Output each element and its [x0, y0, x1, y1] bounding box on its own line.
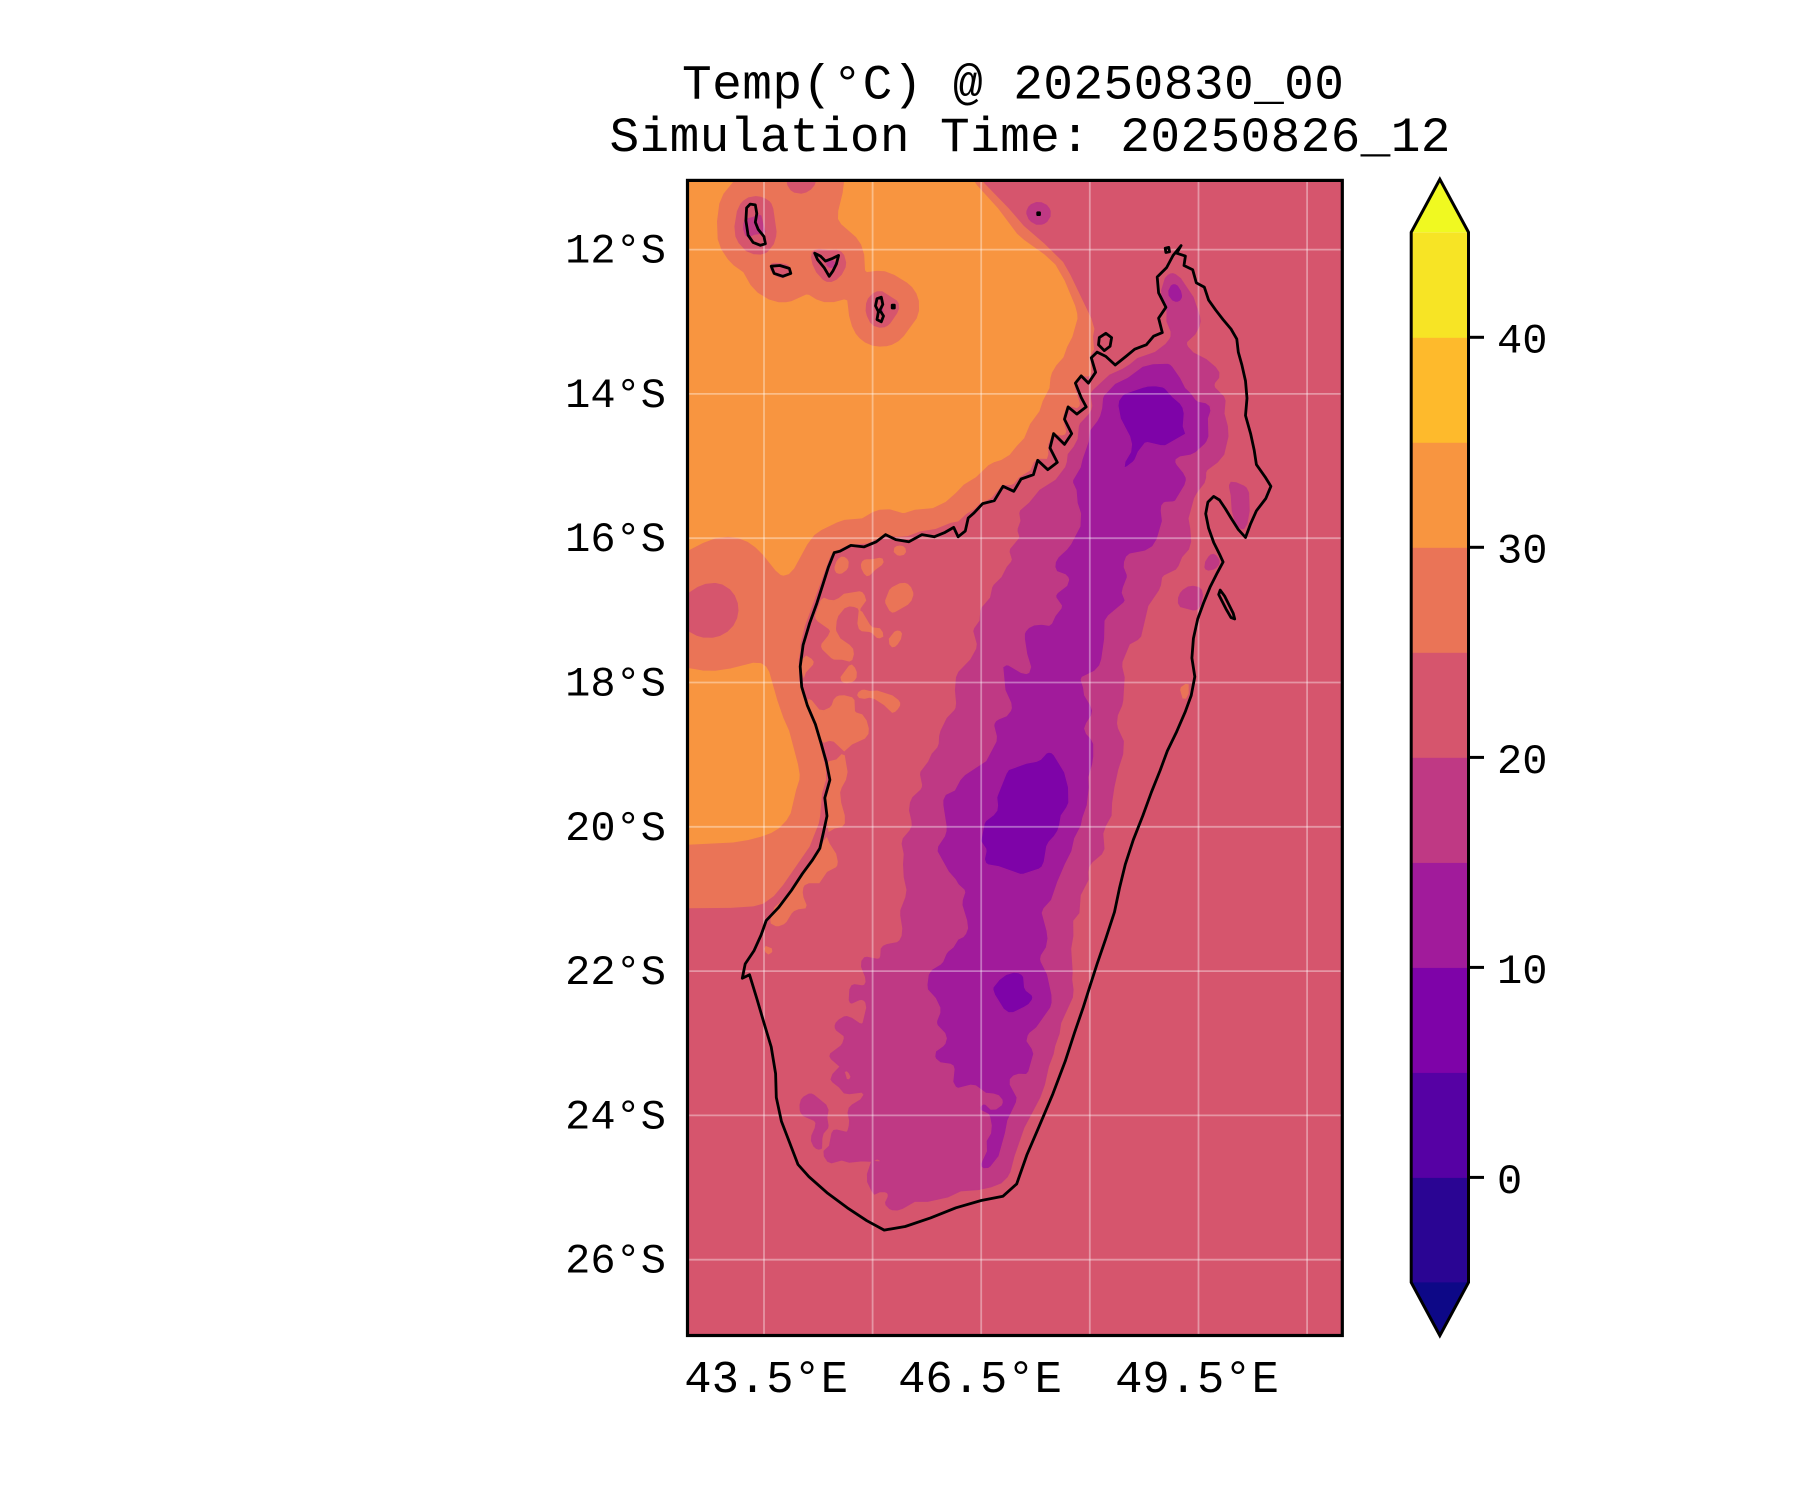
svg-text:40: 40 [1497, 318, 1547, 366]
svg-text:26°S: 26°S [565, 1238, 666, 1286]
svg-text:24°S: 24°S [565, 1093, 666, 1141]
svg-text:30: 30 [1497, 528, 1547, 576]
svg-text:10: 10 [1497, 948, 1547, 996]
svg-text:16°S: 16°S [565, 516, 666, 564]
svg-text:49.5°E: 49.5°E [1115, 1354, 1279, 1406]
svg-text:Temp(°C) @ 20250830_00: Temp(°C) @ 20250830_00 [682, 58, 1344, 114]
svg-text:12°S: 12°S [565, 228, 666, 276]
svg-text:0: 0 [1497, 1158, 1522, 1206]
svg-text:18°S: 18°S [565, 661, 666, 709]
svg-text:22°S: 22°S [565, 949, 666, 997]
svg-text:20°S: 20°S [565, 805, 666, 853]
svg-text:20: 20 [1497, 738, 1547, 786]
svg-text:43.5°E: 43.5°E [684, 1354, 848, 1406]
svg-text:14°S: 14°S [565, 372, 666, 420]
svg-text:46.5°E: 46.5°E [898, 1354, 1062, 1406]
svg-text:Simulation Time: 20250826_12: Simulation Time: 20250826_12 [610, 110, 1451, 166]
